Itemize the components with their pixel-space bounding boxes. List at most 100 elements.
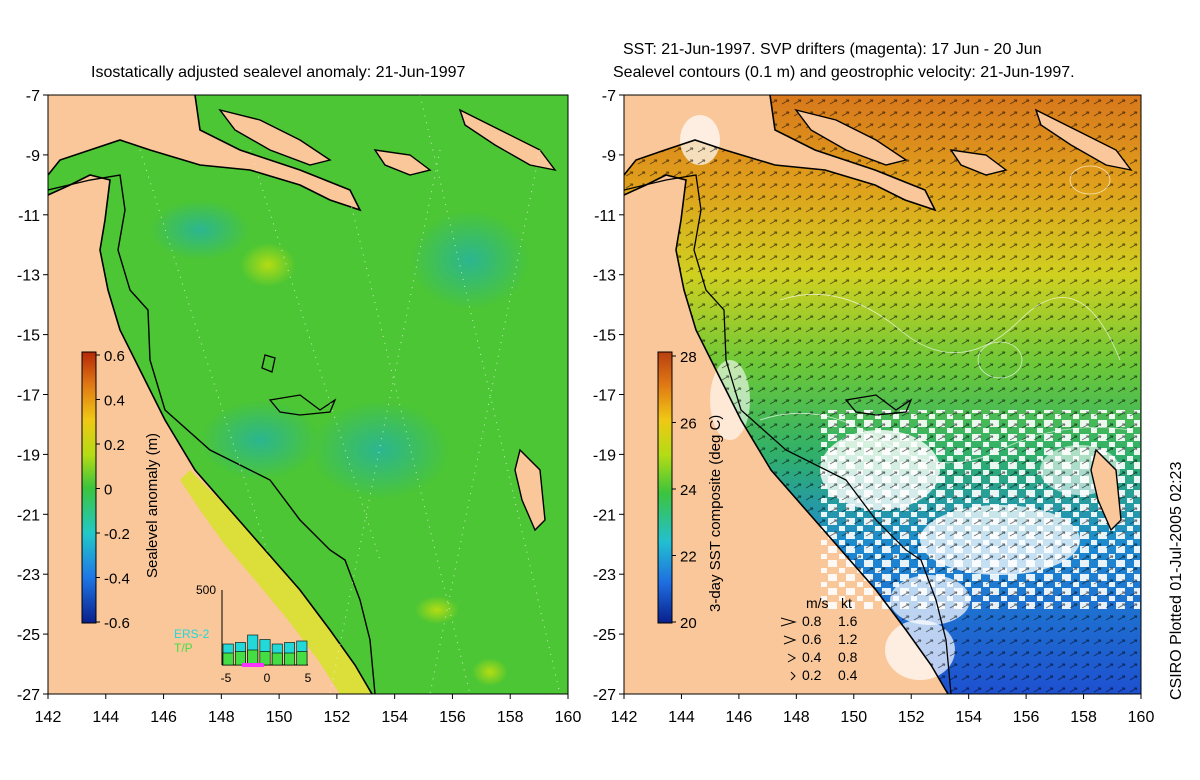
left-map-island (373, 149, 432, 176)
right-lon-label: 152 (898, 709, 925, 726)
right-panel-title-line2: Sealevel contours (0.1 m) and geostrophi… (613, 64, 1075, 81)
left-colorbar-ticks: 0.6 0.4 0.2 0 -0.2 -0.4 -0.6 (96, 348, 130, 632)
velocity-legend-ms: 0.8 (802, 613, 822, 629)
velocity-legend-arrow (787, 653, 797, 663)
left-map-anomaly-blob (200, 400, 320, 480)
right-lon-label: 158 (1070, 709, 1097, 726)
right-colorbar-tick-label: 24 (680, 482, 697, 499)
histogram-bar-tp (284, 652, 296, 666)
velocity-legend-kt: 1.6 (838, 613, 858, 629)
left-colorbar-tick-label: 0.2 (104, 437, 125, 454)
left-map-shelf-contour (48, 174, 376, 694)
left-colorbar-tick-label: 0.4 (104, 393, 125, 410)
right-map-reef (844, 394, 913, 416)
velocity-legend-arrow (790, 671, 796, 681)
right-lat-label: -15 (593, 328, 616, 345)
left-map-island (514, 448, 546, 532)
left-map-png-coast (48, 95, 362, 212)
right-lat-label: -9 (602, 148, 616, 165)
right-lon-label: 154 (955, 709, 982, 726)
right-lat-label: -19 (593, 447, 616, 464)
left-lat-label: -21 (17, 507, 40, 524)
right-map-png-coast (624, 95, 937, 212)
left-lat-label: -19 (17, 447, 40, 464)
velocity-legend-kt: 0.8 (838, 649, 858, 665)
left-map-anomaly-blob (410, 210, 530, 310)
right-colorbar-ticks: 28 26 24 22 20 (672, 349, 697, 632)
left-lon-label: 142 (35, 709, 62, 726)
left-map-anomaly-blob (240, 243, 296, 287)
right-map-shelf-contour (624, 174, 952, 694)
left-map (48, 95, 568, 694)
left-lon-label: 150 (266, 709, 293, 726)
left-map-coastal-band (180, 470, 372, 694)
histogram-legend-item: T/P (174, 641, 193, 655)
left-colorbar-label: Sealevel anomaly (m) (144, 433, 161, 578)
left-lon-label: 160 (555, 709, 582, 726)
velocity-legend-ms: 0.6 (802, 631, 822, 647)
velocity-legend-kt: 1.2 (838, 631, 858, 647)
left-map-island (218, 108, 332, 166)
velocity-legend: m/s kt 0.8 1.6 0.6 1.2 0.4 0.8 0.2 0.4 (780, 595, 858, 683)
left-lon-label: 144 (92, 709, 119, 726)
left-map-anomaly-blob (150, 200, 250, 260)
right-colorbar-tick-label: 28 (680, 349, 697, 366)
velocity-legend-ms: 0.2 (802, 667, 822, 683)
left-lat-label: -11 (18, 208, 40, 225)
histogram-bar-tp (222, 652, 234, 666)
histogram-x-tick-label: 0 (264, 671, 271, 685)
histogram-ymax-label: 500 (196, 583, 216, 597)
left-lat-label: -15 (17, 328, 40, 345)
right-map-australia-coast (624, 174, 949, 694)
left-lat-label: -23 (17, 567, 40, 584)
histogram-bar-tp (234, 651, 246, 666)
histogram-x-tick-label: 5 (305, 671, 312, 685)
right-lon-label: 146 (726, 709, 753, 726)
right-panel-title-line1: SST: 21-Jun-1997. SVP drifters (magenta)… (623, 41, 1042, 58)
right-map-island (1034, 108, 1133, 172)
right-lon-label: 160 (1128, 709, 1155, 726)
left-colorbar-tick-label: -0.6 (104, 615, 130, 632)
histogram-bar-tp (296, 651, 308, 666)
left-colorbar (81, 351, 97, 624)
histogram-drifter-marker (242, 663, 264, 667)
plot-credit: CSIRO Plotted 01-Jul-2005 02:23 (1168, 461, 1185, 700)
left-lat-label: -27 (17, 687, 40, 704)
left-lon-label: 154 (381, 709, 408, 726)
velocity-legend-header-kt: kt (841, 595, 852, 611)
velocity-legend-arrow (780, 617, 797, 627)
left-lat-label: -13 (17, 268, 40, 285)
left-lat-label: -9 (26, 148, 40, 165)
left-colorbar-tick-label: -0.4 (104, 571, 130, 588)
right-map-velocity-arrows (624, 95, 1141, 694)
right-lon-label: 144 (668, 709, 695, 726)
velocity-legend-header-ms: m/s (806, 595, 829, 611)
left-lat-label: -17 (17, 388, 40, 405)
right-colorbar-label: 3-day SST composite (deg C) (707, 415, 724, 612)
right-lat-label: -11 (594, 208, 616, 225)
right-lat-label: -21 (593, 507, 616, 524)
velocity-legend-arrow (783, 635, 797, 645)
velocity-legend-ms: 0.4 (802, 649, 822, 665)
right-lon-label: 156 (1013, 709, 1040, 726)
histogram-legend-item: ERS-2 (174, 627, 210, 641)
right-lat-label: -13 (593, 268, 616, 285)
axis-labels: 142 144 146 148 150 152 154 156 158 160 -7 -9 -11 -13… (17, 88, 1155, 726)
left-map-island (458, 108, 557, 172)
left-map-reef (268, 394, 337, 416)
left-lat-label: -7 (26, 88, 40, 105)
right-map-island (1090, 448, 1122, 532)
histogram-bar-tp (259, 651, 271, 666)
histogram-inset: 500 ERS-2T/P -5 0 5 (174, 583, 312, 685)
histogram-bar-tp (247, 649, 259, 666)
histogram-x-tick-label: -5 (221, 671, 232, 685)
right-lon-label: 150 (840, 709, 867, 726)
left-lon-label: 146 (150, 709, 177, 726)
right-colorbar-tick-label: 26 (680, 416, 697, 433)
right-colorbar (657, 351, 673, 624)
right-lat-label: -27 (593, 687, 616, 704)
right-colorbar-tick-label: 20 (680, 615, 697, 632)
left-lon-label: 152 (324, 709, 351, 726)
left-colorbar-tick-label: 0.6 (104, 348, 125, 365)
right-lat-label: -25 (593, 627, 616, 644)
